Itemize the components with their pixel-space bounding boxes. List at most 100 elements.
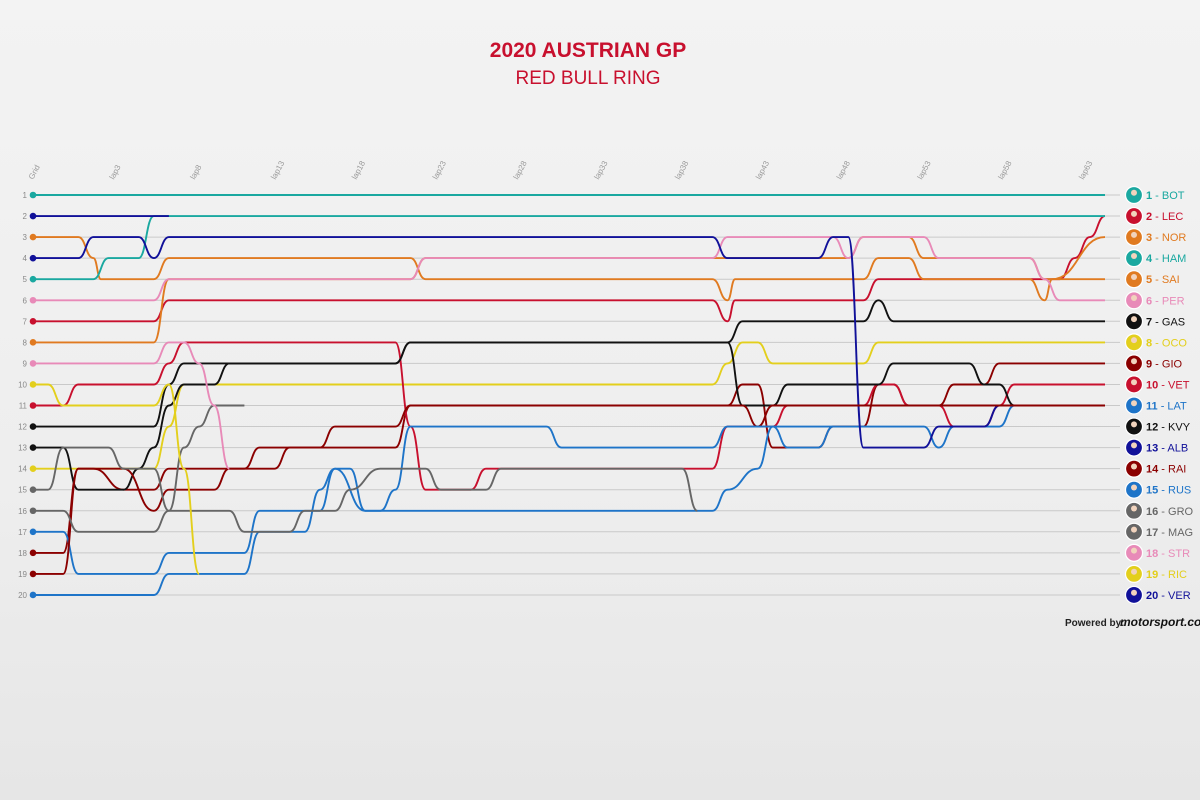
driver-face-icon <box>1131 526 1137 533</box>
driver-face-icon <box>1131 316 1137 323</box>
grid-position-label: 12 <box>18 423 27 432</box>
final-position-label: 6 - PER <box>1146 295 1185 307</box>
grid-position-label: 13 <box>18 444 27 453</box>
final-labels: 1 - BOT 2 - LEC 3 - NOR 4 - HAM 5 - SAI 6 - P… <box>1124 185 1194 605</box>
final-position-label: 13 - ALB <box>1146 443 1188 455</box>
final-position-label: 20 - VER <box>1146 590 1191 602</box>
final-position-label: 7 - GAS <box>1146 316 1185 328</box>
x-tick-label: lap33 <box>592 159 609 181</box>
grid-marker-gro <box>29 486 37 494</box>
final-position-number: 3 <box>1146 232 1152 244</box>
grid-marker-alb <box>29 254 37 262</box>
grid-marker-gio <box>29 549 37 557</box>
grid-marker-ric <box>29 381 37 388</box>
series-line-ric <box>33 383 201 575</box>
x-tick-label: lap18 <box>350 159 367 181</box>
final-position-number: 18 <box>1146 548 1158 560</box>
grid-position-label: 4 <box>23 254 28 263</box>
driver-face-icon <box>1131 274 1137 280</box>
series-line-rai <box>33 404 1105 575</box>
final-position-number: 5 <box>1146 274 1152 286</box>
final-position-label: 15 - RUS <box>1146 485 1191 497</box>
series-line-nor <box>33 236 1106 302</box>
grid-position-label: 15 <box>18 486 27 495</box>
grid-position-label: 9 <box>23 359 28 368</box>
series-line-per <box>33 236 1105 302</box>
final-position-number: 7 <box>1146 316 1152 328</box>
grid-marker-rai <box>29 570 37 578</box>
series-line-oco <box>33 341 1105 470</box>
series-line-ham <box>33 215 1105 281</box>
grid-marker-ham <box>29 275 37 283</box>
grid-marker-lat <box>29 528 37 536</box>
series-line-gro <box>33 446 698 533</box>
driver-face-icon <box>1131 421 1137 428</box>
grid-marker-rus <box>29 591 37 599</box>
final-position-number: 4 <box>1146 253 1153 265</box>
final-position-number: 2 <box>1146 211 1152 223</box>
grid-marker-lec <box>29 318 37 325</box>
final-position-number: 11 <box>1146 401 1158 413</box>
grid-marker-oco <box>29 465 37 472</box>
powered-by-label: Powered by: <box>1065 618 1124 629</box>
final-position-number: 16 <box>1146 506 1158 518</box>
driver-face-icon <box>1131 337 1137 344</box>
grid-position-label: 7 <box>23 317 28 326</box>
final-position-number: 17 <box>1146 527 1158 539</box>
series-line-str <box>33 341 231 470</box>
final-position-label: 17 - MAG <box>1146 527 1193 539</box>
grid-position-label: 11 <box>19 402 28 411</box>
grid-position-label: 1 <box>23 191 28 200</box>
grid-marker-per <box>29 296 37 304</box>
final-position-label: 19 - RIC <box>1146 569 1187 581</box>
final-position-number: 19 <box>1146 569 1158 581</box>
driver-face-icon <box>1131 484 1137 491</box>
final-position-number: 14 <box>1146 464 1159 476</box>
grid-position-label: 20 <box>18 591 27 600</box>
series-line-lat <box>33 404 1105 575</box>
driver-face-icon <box>1131 295 1137 302</box>
final-position-label: 2 - LEC <box>1146 211 1183 223</box>
series-line-lec <box>33 215 1106 323</box>
x-tick-label: lap8 <box>188 163 203 181</box>
grid-position-label: 3 <box>23 233 28 242</box>
final-position-number: 15 <box>1146 485 1158 497</box>
final-position-number: 8 <box>1146 337 1152 349</box>
final-position-label: 9 - GIO <box>1146 358 1183 370</box>
grid-marker-str <box>29 360 37 367</box>
grid-marker-bot <box>29 191 37 199</box>
final-position-label: 4 - HAM <box>1146 253 1186 265</box>
grid-position-label: 8 <box>23 338 28 347</box>
x-tick-label: lap13 <box>269 159 286 181</box>
series-line-sai <box>33 236 1105 344</box>
driver-face-icon <box>1131 252 1137 259</box>
x-tick-label: lap48 <box>835 159 852 181</box>
series-line-gio <box>33 362 1105 554</box>
grid-markers <box>29 191 37 599</box>
final-position-label: 8 - OCO <box>1146 337 1187 349</box>
driver-face-icon <box>1131 210 1137 217</box>
x-tick-label: lap43 <box>754 159 771 181</box>
driver-face-icon <box>1131 231 1137 238</box>
grid-marker-sai <box>29 339 37 346</box>
series-line-mag <box>33 404 245 533</box>
driver-face-icon <box>1131 442 1137 449</box>
x-tick-label: Grid <box>27 163 42 181</box>
driver-face-icon <box>1131 589 1137 596</box>
final-position-number: 10 <box>1146 379 1158 391</box>
chart-subtitle: RED BULL RING <box>516 68 661 89</box>
final-position-label: 3 - NOR <box>1146 232 1186 244</box>
driver-face-icon <box>1131 547 1137 554</box>
final-position-number: 13 <box>1146 443 1158 455</box>
series-lines <box>33 194 1106 596</box>
grid-marker-kvy <box>29 444 37 451</box>
grid-marker-vet <box>29 402 37 409</box>
final-position-label: 18 - STR <box>1146 548 1190 560</box>
final-position-number: 12 <box>1146 422 1158 434</box>
grid-position-label: 10 <box>18 380 27 389</box>
chart-title: 2020 AUSTRIAN GP <box>490 39 686 62</box>
series-line-vet <box>33 341 1105 491</box>
grid-marker-ver <box>29 212 37 220</box>
